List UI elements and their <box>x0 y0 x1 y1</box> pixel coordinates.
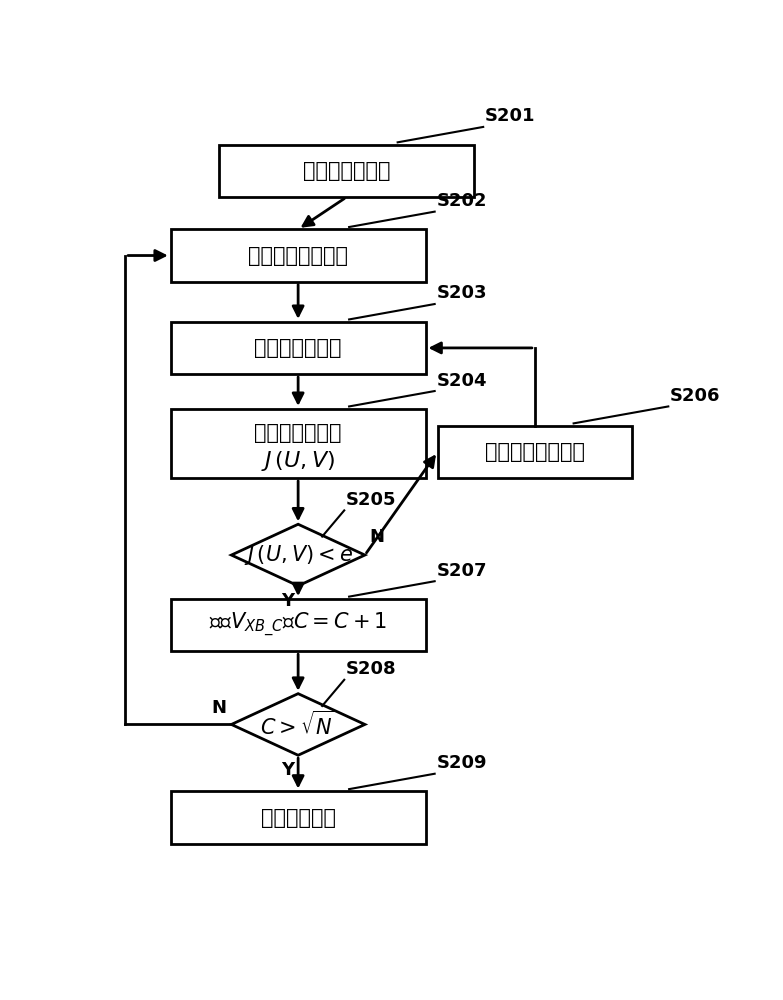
Text: S201: S201 <box>485 107 536 125</box>
Text: $J\,(U,V)<e$: $J\,(U,V)<e$ <box>244 543 352 567</box>
Text: S204: S204 <box>436 371 487 389</box>
Text: 计算$V_{XB\_C}$、$C=C+1$: 计算$V_{XB\_C}$、$C=C+1$ <box>209 611 387 639</box>
FancyBboxPatch shape <box>219 145 474 197</box>
Text: 生成初始聚类中心: 生成初始聚类中心 <box>248 246 348 266</box>
Text: S206: S206 <box>670 387 720 405</box>
Text: S207: S207 <box>436 562 487 580</box>
Polygon shape <box>232 694 365 755</box>
Text: S205: S205 <box>346 491 396 509</box>
FancyBboxPatch shape <box>438 426 632 478</box>
Text: 计算隶属度矩阵: 计算隶属度矩阵 <box>254 338 342 358</box>
FancyBboxPatch shape <box>171 409 426 478</box>
Text: Y: Y <box>280 761 294 779</box>
FancyBboxPatch shape <box>171 599 426 651</box>
Text: S209: S209 <box>436 754 487 772</box>
FancyBboxPatch shape <box>171 322 426 374</box>
Text: S203: S203 <box>436 284 487 302</box>
Text: $C>\sqrt{N}$: $C>\sqrt{N}$ <box>261 710 336 739</box>
Text: N: N <box>370 528 384 546</box>
FancyBboxPatch shape <box>171 229 426 282</box>
Text: 重新计算聚类中心: 重新计算聚类中心 <box>485 442 585 462</box>
Polygon shape <box>232 524 365 586</box>
Text: $J\,(U,V)$: $J\,(U,V)$ <box>261 449 335 473</box>
Text: 计算目标函数值: 计算目标函数值 <box>254 423 342 443</box>
Text: Y: Y <box>280 592 294 610</box>
Text: S202: S202 <box>436 192 487 210</box>
Text: 聚类参数初始化: 聚类参数初始化 <box>303 161 391 181</box>
Text: 得到分群结果: 得到分群结果 <box>261 808 336 828</box>
FancyBboxPatch shape <box>171 791 426 844</box>
Text: N: N <box>211 699 226 717</box>
Text: S208: S208 <box>346 660 397 678</box>
